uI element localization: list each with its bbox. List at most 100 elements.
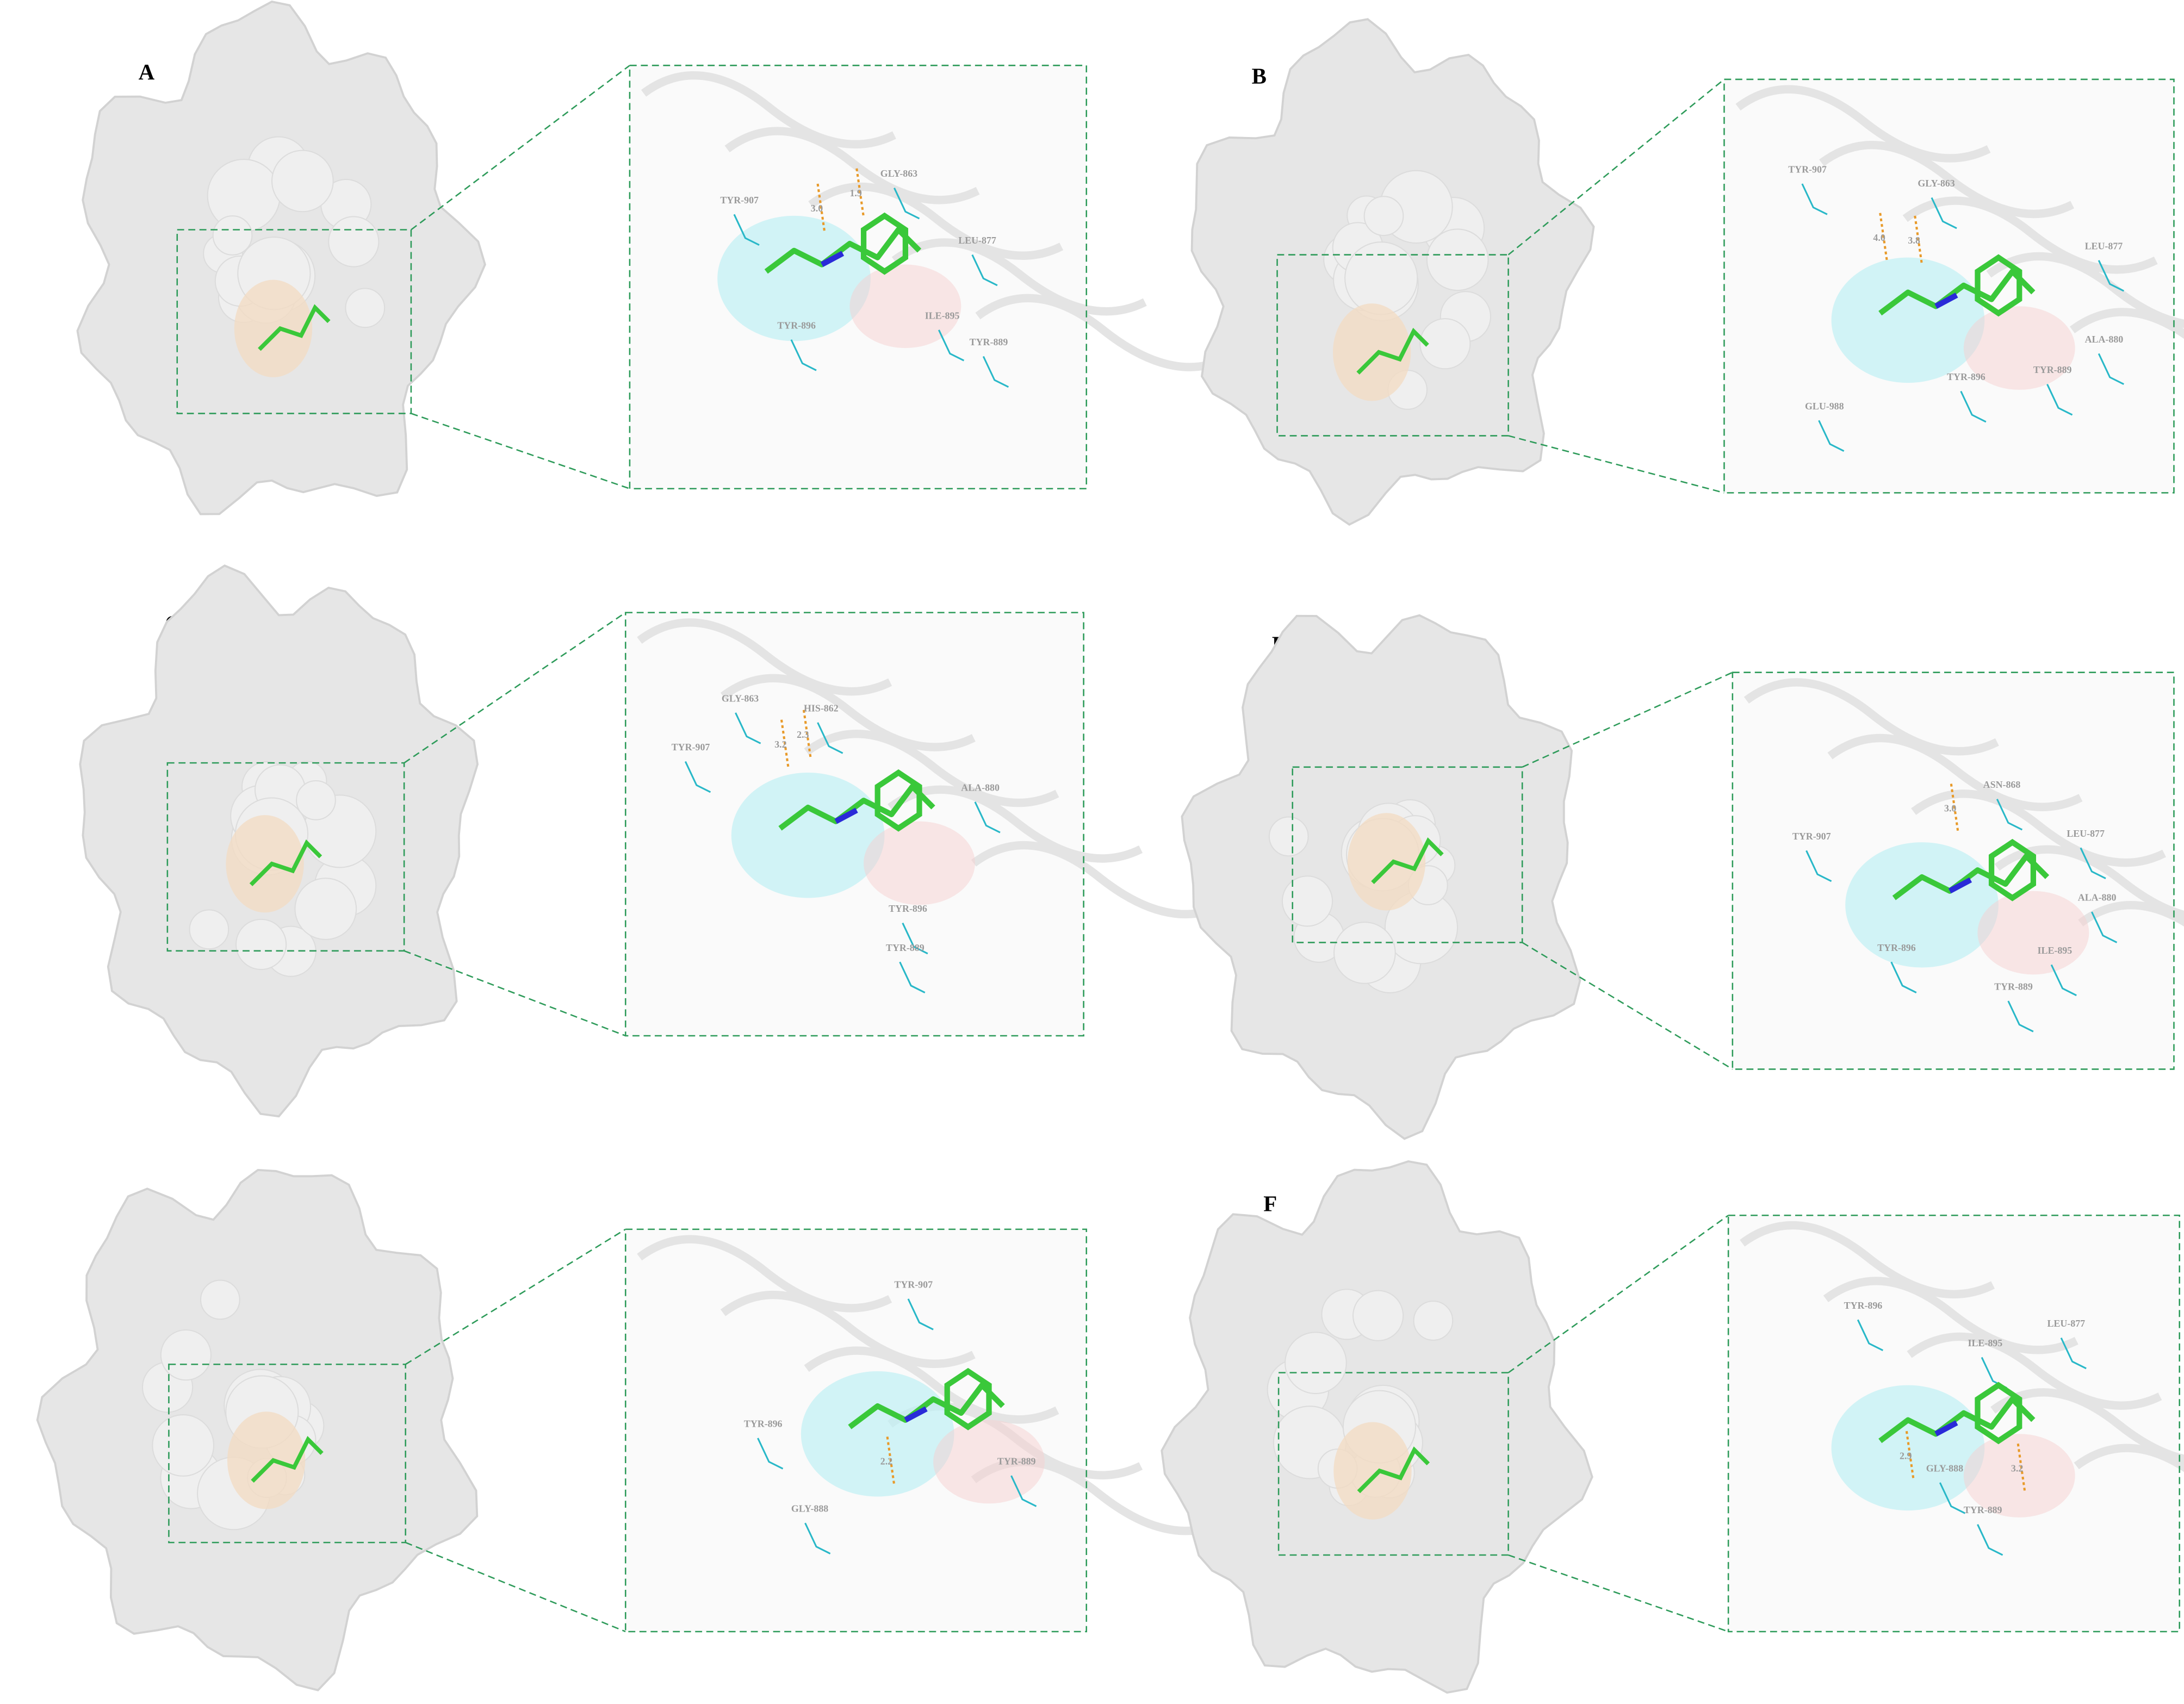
cartoon-ribbon [1986,252,2184,328]
binding-pocket [1332,303,1411,401]
surface-bump [328,216,380,268]
residue-stick [1996,799,2023,831]
residue-stick [2060,1337,2087,1370]
residue-stick [902,922,928,955]
hbond-distance: 2.2 [880,1456,892,1467]
residue-label: TYR-889 [1994,981,2033,992]
hbond [886,1436,896,1486]
hbond [1950,783,1959,833]
residue-stick [684,761,711,793]
hbond [802,710,812,759]
zoom-connector [1507,78,1725,256]
hbond-distance: 3.2 [2011,1463,2023,1473]
zoom-box [176,229,412,414]
residue-label: LEU-877 [2067,828,2105,839]
hbond-distance: 3.8 [1908,235,1920,246]
zoom-connector [404,612,626,764]
cartoon-ribbon [637,618,892,696]
residue-stick [1939,1482,1966,1514]
surface-bump [271,150,334,213]
ligand-ring [1988,838,2036,901]
residue-label: TYR-907 [672,742,710,753]
hbond [855,168,865,217]
cartoon-ribbon [1819,141,2074,219]
residue-label: TYR-889 [886,942,925,953]
hbond [2017,1443,2026,1493]
residue-label: TYR-896 [1844,1300,1883,1311]
surface-bump [1268,816,1309,857]
residue-label: TYR-896 [889,903,927,914]
inset-frame [629,65,1088,490]
residue-stick [1805,850,1832,882]
binding-pocket [1347,813,1426,911]
ligand-ring [1975,1382,2022,1445]
residue-label: TYR-907 [894,1279,933,1290]
ligand [1892,853,2050,900]
zoom-connector [1508,1554,1729,1633]
residue-stick [894,188,920,220]
cartoon-ribbon [1911,789,2166,867]
zoom-connector [411,65,630,231]
surface-bump [1344,241,1418,315]
zoom-connector [1507,1215,1729,1373]
residue-stick [1818,420,1845,452]
pocket-surface [933,1420,1045,1504]
residue-label: GLY-863 [880,168,917,179]
binding-pocket [227,1411,306,1509]
residue-label: ILE-895 [1968,1338,2003,1348]
binding-pocket [234,279,313,377]
residue-stick [2091,911,2118,943]
residue-label: TYR-907 [720,195,759,206]
residue-label: ALA-880 [2078,892,2117,903]
surface-bump [212,215,253,256]
panel: C2.33.2GLY-863HIS-862TYR-907ALA-880TYR-8… [79,564,1226,1118]
surface-bump [200,1279,240,1320]
cartoon-ribbon [1902,196,2158,274]
residue-stick [2050,964,2077,997]
residue-stick [899,961,926,993]
ligand-small [251,1436,324,1483]
panel-label: F [1263,1191,1277,1216]
ligand [764,227,922,274]
surface-bump [345,288,386,328]
residue-label: ILE-895 [925,310,960,321]
pocket-surface [1977,891,2089,975]
residue-stick [982,356,1009,388]
inset-frame [1727,1214,2180,1633]
surface-bump [160,1329,212,1381]
residue-label: TYR-889 [997,1456,1036,1467]
cartoon-ribbon [1823,1277,2078,1354]
residue-label: GLY-888 [1926,1463,1963,1473]
cartoon-ribbon [720,1290,976,1369]
residue-stick [1857,1319,1884,1352]
cartoon-ribbon [2078,901,2184,927]
residue-stick [817,722,843,754]
zoom-box [1292,766,1523,943]
surface-bump [296,780,336,820]
pocket-surface [1845,842,1999,968]
zoom-connector [1522,942,1733,1070]
residue-label: HIS-862 [804,702,839,713]
inset-frame [624,1228,1088,1633]
inset-frame [624,612,1084,1037]
surface-bump [152,1414,215,1477]
cartoon-ribbon [1990,1388,2184,1463]
binding-pocket [226,815,304,913]
ligand-ring [944,1367,992,1431]
residue-stick [2098,260,2124,292]
cartoon-ribbon [637,1235,892,1313]
cartoon-ribbon [971,841,1226,918]
residue-label: TYR-907 [1792,831,1831,842]
residue-stick [790,339,817,371]
pocket-surface [1963,1434,2075,1518]
pocket-surface [1963,306,2075,390]
cartoon-ribbon [1740,1221,1995,1298]
cartoon-ribbon [804,1346,1059,1424]
hbond [816,183,826,233]
zoom-connector [404,950,626,1037]
cartoon-ribbon [1994,845,2184,919]
surface-bump [1281,875,1333,927]
residue-stick [1890,961,1917,993]
residue-label: GLU-988 [1805,401,1844,412]
cartoon-ribbon [1907,1332,2162,1410]
